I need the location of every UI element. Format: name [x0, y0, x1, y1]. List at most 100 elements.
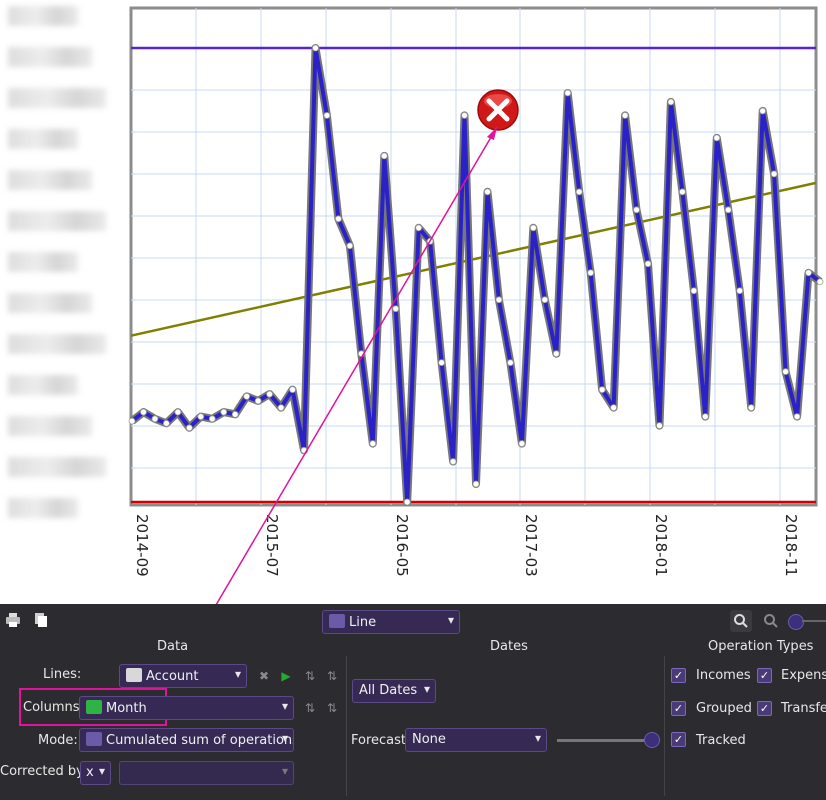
x-tick-label: 2017-03: [522, 514, 540, 577]
columns-label: Columns:: [23, 700, 84, 715]
data-point: [644, 260, 652, 268]
zoom-out-icon[interactable]: [762, 613, 780, 629]
x-tick-label: 2014-09: [133, 514, 151, 577]
tracked-label: Tracked: [696, 733, 746, 748]
data-point: [656, 422, 663, 429]
bank-icon: [126, 668, 142, 682]
line-chart[interactable]: 2014-09 2015-07 2016-05 2017-03 2018-01 2018-…: [0, 0, 826, 604]
data-point: [621, 112, 629, 119]
copy-icon[interactable]: [32, 612, 50, 628]
data-point: [736, 287, 744, 295]
data-point: [518, 440, 526, 447]
grouped-label: Grouped: [696, 701, 752, 716]
lines-select[interactable]: Account ▾: [119, 664, 247, 688]
blurred-label: [8, 457, 106, 477]
forecast-label: Forecast:: [351, 733, 411, 748]
blurred-label: [8, 170, 92, 190]
divider: [664, 656, 665, 796]
blurred-label: [8, 252, 78, 272]
data-point: [816, 278, 824, 286]
incomes-checkbox[interactable]: ✓: [671, 668, 686, 683]
blurred-label: [8, 129, 78, 149]
data-point: [759, 107, 767, 115]
chevron-down-icon: ▾: [281, 699, 288, 713]
blurred-label: [8, 293, 92, 313]
transfers-label: Transfer: [781, 701, 826, 716]
x-tick-label: 2018-11: [782, 514, 800, 577]
zoom-slider-track[interactable]: [802, 620, 826, 622]
data-point: [633, 206, 640, 214]
section-operation-types-title: Operation Types: [708, 639, 814, 654]
data-point: [346, 242, 354, 250]
corrected-operator-select[interactable]: x ▾: [80, 761, 111, 785]
data-point: [679, 188, 686, 196]
zoom-in-icon[interactable]: [730, 610, 752, 632]
corrected-by-select[interactable]: ▾: [119, 761, 294, 785]
forecast-slider-handle[interactable]: [644, 732, 660, 748]
columns-select[interactable]: Month ▾: [79, 696, 294, 720]
data-point: [713, 134, 721, 142]
data-point: [564, 89, 572, 97]
error-badge-icon[interactable]: [477, 89, 519, 131]
data-point: [484, 188, 491, 196]
section-dates-title: Dates: [490, 639, 528, 654]
chevron-down-icon: ▾: [423, 682, 430, 696]
data-point: [472, 480, 480, 488]
printer-icon[interactable]: [4, 612, 22, 628]
blurred-label: [8, 47, 92, 67]
sort-down-icon[interactable]: ⇅: [326, 669, 338, 683]
remove-line-icon[interactable]: ✖: [258, 669, 270, 683]
chevron-down-icon: ▾: [98, 764, 105, 778]
date-period-value: All Dates: [359, 683, 418, 698]
data-point: [438, 359, 446, 367]
mode-label: Mode:: [38, 733, 78, 748]
add-line-icon[interactable]: ▶: [281, 669, 291, 683]
chart-type-select[interactable]: Line ▾: [322, 610, 460, 634]
divider: [346, 656, 347, 796]
data-point: [254, 397, 262, 405]
data-point: [805, 269, 812, 277]
sort-up-icon[interactable]: ⇅: [304, 701, 316, 715]
zoom-slider-handle[interactable]: [788, 614, 804, 630]
data-point: [506, 359, 514, 367]
data-point: [380, 152, 388, 160]
data-point: [151, 415, 159, 423]
data-point: [185, 424, 193, 432]
blurred-label: [8, 416, 92, 436]
data-point: [701, 413, 709, 420]
blurred-label: [8, 498, 78, 518]
expenses-checkbox[interactable]: ✓: [757, 668, 772, 683]
data-point: [690, 287, 698, 295]
data-point: [208, 415, 216, 423]
forecast-value: None: [412, 732, 446, 747]
data-point: [128, 417, 136, 425]
sort-up-icon[interactable]: ⇅: [304, 669, 316, 683]
date-period-select[interactable]: All Dates ▾: [352, 679, 436, 703]
chevron-down-icon: ▾: [534, 731, 541, 745]
mode-select[interactable]: Cumulated sum of operations ▾: [79, 728, 294, 752]
data-point: [231, 410, 239, 418]
data-point: [747, 404, 755, 412]
data-point: [312, 44, 319, 52]
settings-panel: Line ▾ Data Dates Operation Types Lines: …: [0, 604, 826, 800]
data-point: [369, 440, 377, 447]
data-point: [724, 206, 732, 214]
annotation-arrow-line: [215, 126, 498, 604]
forecast-select[interactable]: None ▾: [405, 728, 547, 752]
blurred-label: [8, 334, 106, 354]
data-point: [403, 498, 411, 506]
mode-value: Cumulated sum of operations: [106, 733, 294, 748]
data-point: [587, 269, 595, 277]
transfers-checkbox[interactable]: ✓: [757, 701, 772, 716]
grouped-checkbox[interactable]: ✓: [671, 701, 686, 716]
tracked-checkbox[interactable]: ✓: [671, 732, 686, 747]
chart-type-value: Line: [349, 615, 377, 630]
corrected-by-label: Corrected by:: [0, 764, 88, 779]
sort-down-icon[interactable]: ⇅: [326, 701, 338, 715]
data-point: [575, 188, 583, 196]
x-tick-label: 2018-01: [652, 514, 670, 577]
annotation-arrowhead: [487, 127, 497, 140]
chevron-down-icon: ▾: [281, 731, 288, 745]
lines-value: Account: [146, 669, 199, 684]
forecast-slider-track[interactable]: [557, 739, 647, 742]
